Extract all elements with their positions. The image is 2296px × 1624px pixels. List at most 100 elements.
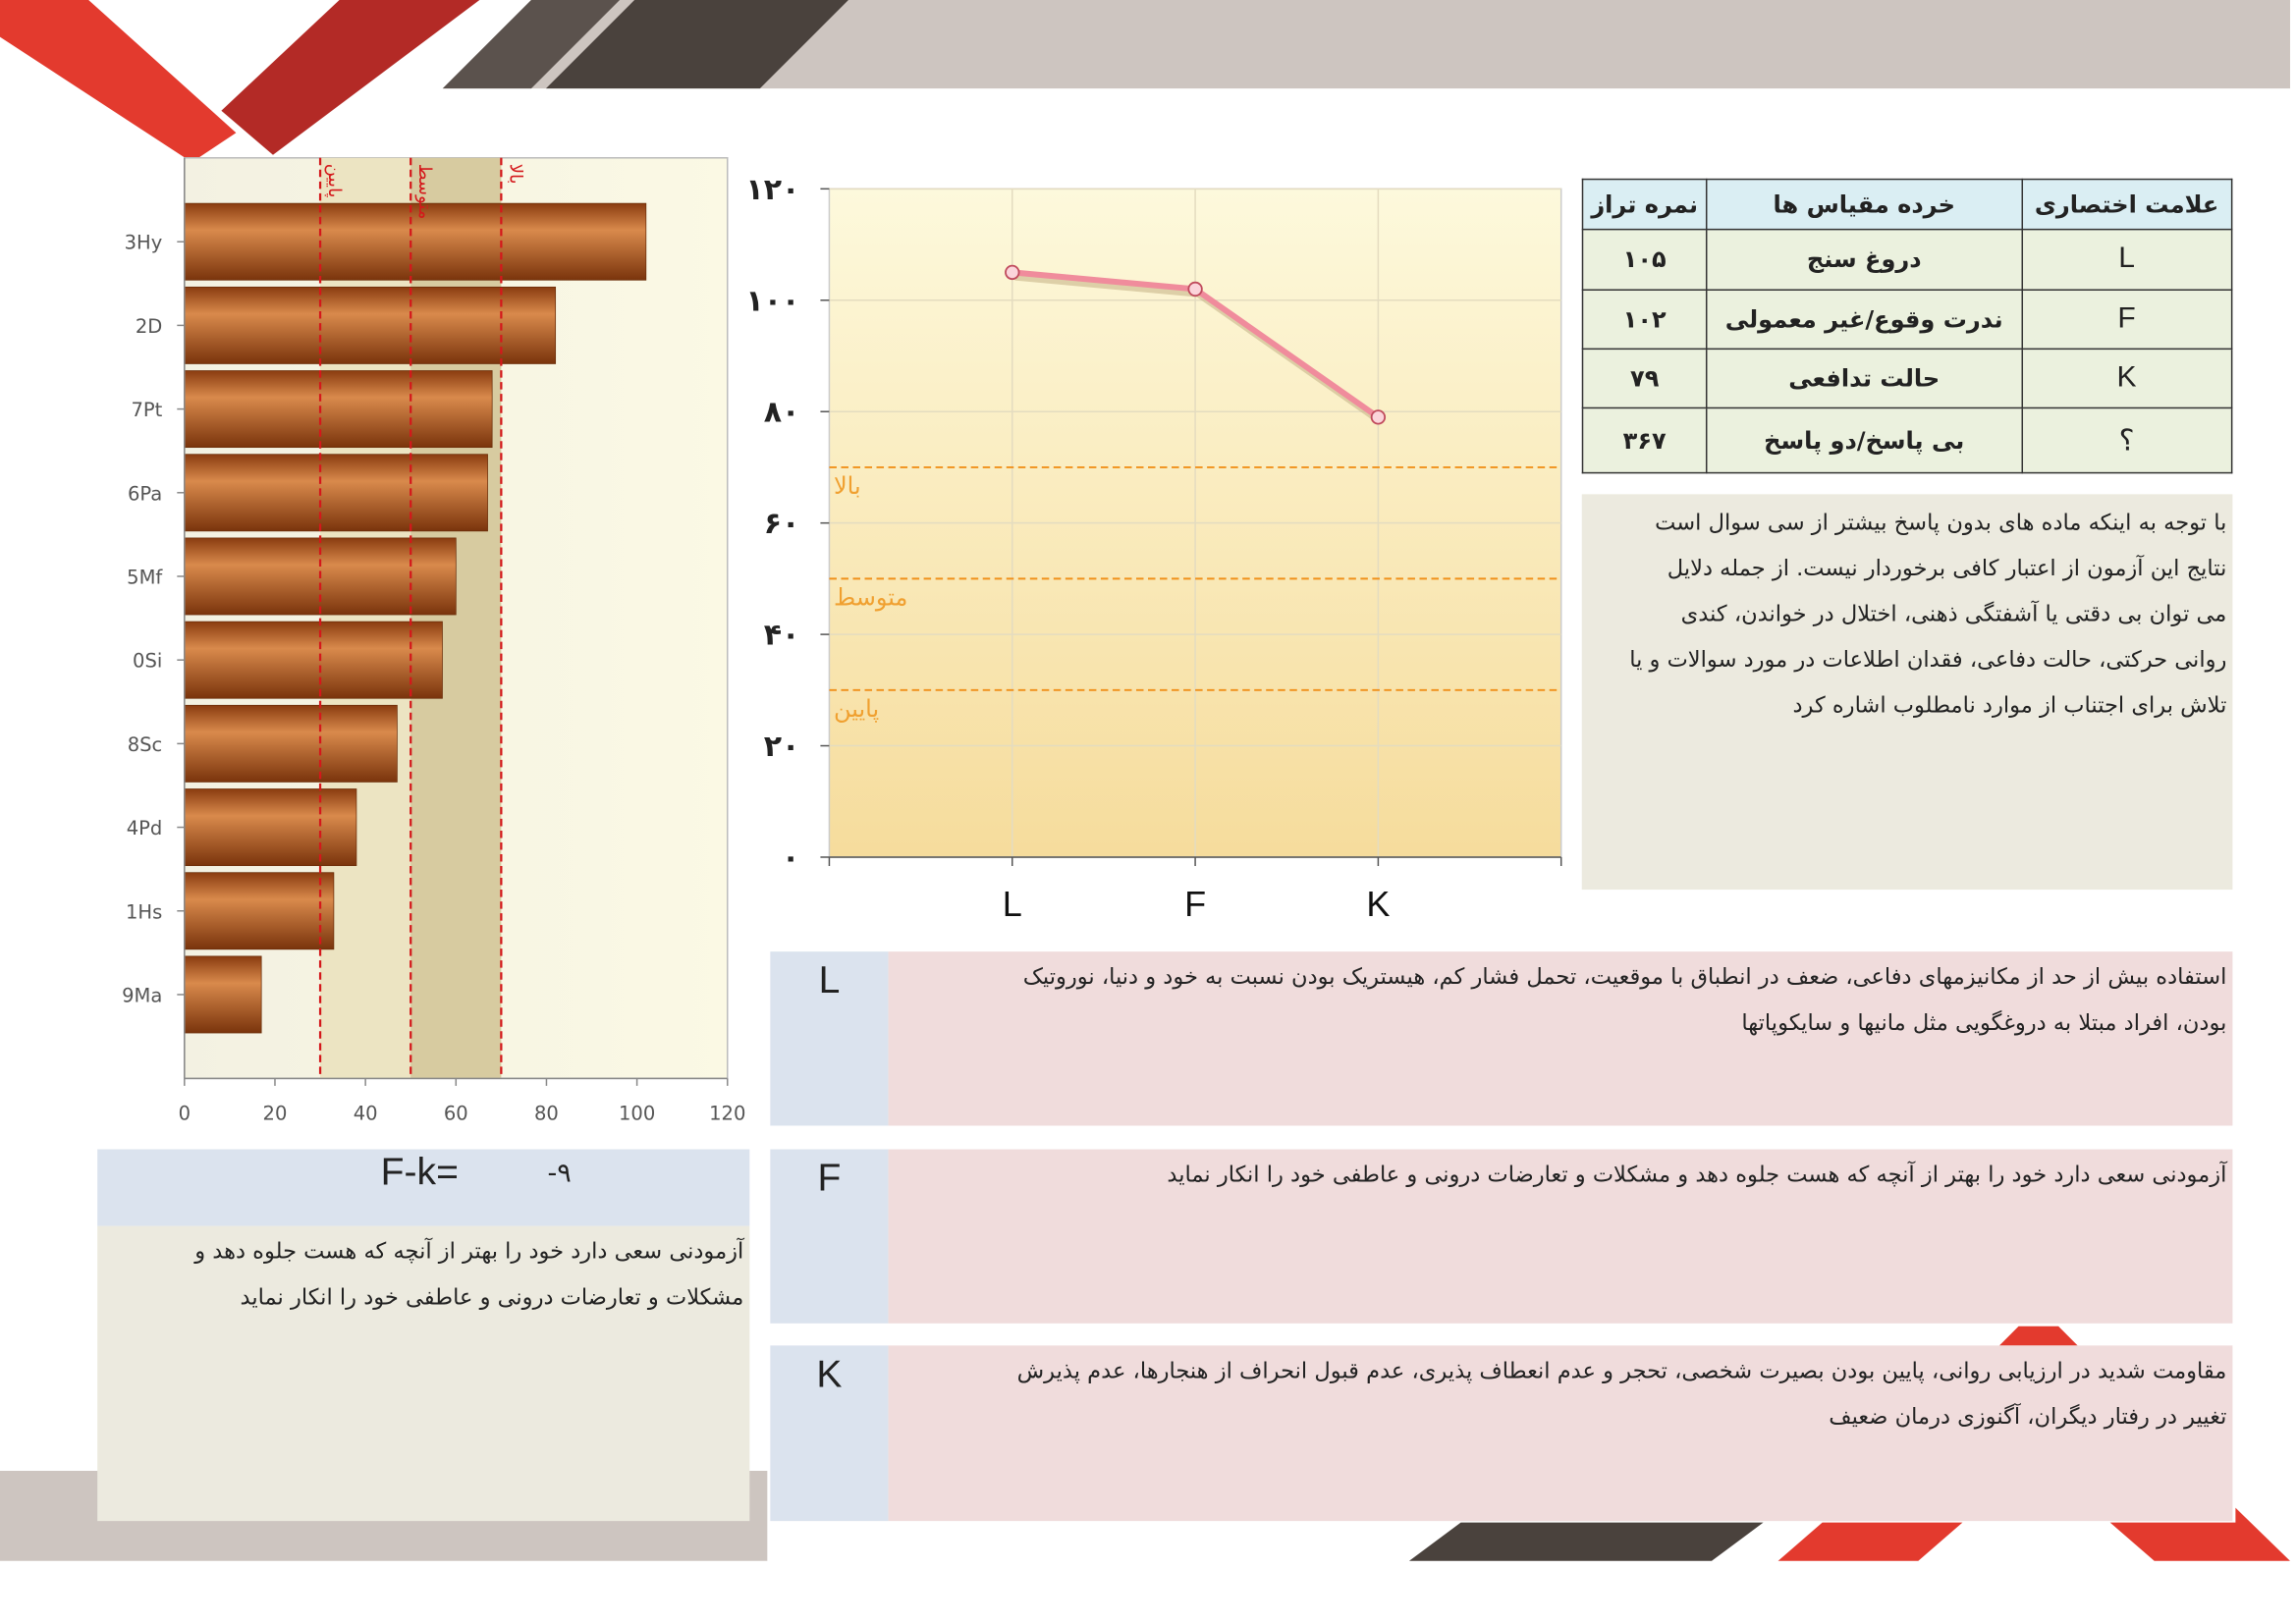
description-text: استفاده بیش از حد از مکانیزمهای دفاعی، ض… bbox=[888, 951, 2233, 1126]
bar bbox=[184, 202, 647, 281]
bar bbox=[184, 704, 398, 783]
y-tick-label: ۲۰ bbox=[764, 730, 800, 764]
table-row: K حالت تدافعی ۷۹ bbox=[1581, 348, 2233, 409]
y-tick-label: 5Mf bbox=[127, 566, 163, 588]
y-tick-label: 8Sc bbox=[128, 733, 163, 756]
stripe bbox=[1777, 1522, 1963, 1561]
cell: حالت تدافعی bbox=[1706, 348, 2023, 409]
description: K مقاومت شدید در ارزیابی روانی، پایین بود… bbox=[770, 1345, 2233, 1522]
bar bbox=[184, 621, 443, 699]
cell: L bbox=[2020, 229, 2233, 291]
line-chart: ۰ ۲۰ ۴۰ ۶۰ ۸۰ ۱۰۰ ۱۲۰ بالا متوسط پایین L F K bbox=[745, 173, 1562, 924]
x-tick-label: K bbox=[1366, 884, 1390, 924]
reference-label: متوسط bbox=[414, 164, 435, 220]
table-row: L دروغ سنج ۱۰۵ bbox=[1581, 229, 2233, 291]
bar bbox=[184, 370, 493, 449]
y-tick-label: ۱۰۰ bbox=[745, 284, 799, 318]
y-tick-label: 0Si bbox=[133, 650, 162, 673]
text-line: نتایج این آزمون از اعتبار کافی برخوردار … bbox=[1667, 554, 2227, 582]
y-tick-label: 1Hs bbox=[126, 900, 162, 923]
y-tick-label: ۱۲۰ bbox=[745, 173, 799, 207]
text-line: آزمودنی سعی دارد خود را بهتر از آنچه که … bbox=[1167, 1161, 2227, 1188]
x-tick-label: 0 bbox=[179, 1102, 191, 1124]
stripe bbox=[442, 0, 621, 89]
fk-text-box: آزمودنی سعی دارد خود را بهتر از آنچه که … bbox=[97, 1225, 750, 1522]
text-line: روانی حرکتی، حالت دفاعی، فقدان اطلاعات د… bbox=[1629, 646, 2227, 674]
cell: ۷۹ bbox=[1581, 348, 1708, 409]
fk-value: -۹ bbox=[547, 1158, 572, 1190]
header-band bbox=[442, 0, 2290, 89]
cell: ندرت وقوع/غیر معمولی bbox=[1706, 288, 2023, 351]
x-tick-label: 60 bbox=[444, 1102, 468, 1124]
text-line: مقاومت شدید در ارزیابی روانی، پایین بودن… bbox=[1016, 1357, 2227, 1384]
reference-label: بالا bbox=[505, 164, 525, 185]
description-text: مقاومت شدید در ارزیابی روانی، پایین بودن… bbox=[888, 1345, 2233, 1522]
text-line: استفاده بیش از حد از مکانیزمهای دفاعی، ض… bbox=[1022, 963, 2227, 991]
text-line: بودن، افراد مبتلا به دروغگویی مثل مانیها… bbox=[1741, 1008, 2227, 1036]
chevron bbox=[0, 0, 237, 163]
scale-letter: K bbox=[770, 1345, 889, 1522]
text-line: تغییر در رفتار دیگران، آگنوزی درمان ضعیف bbox=[1829, 1402, 2227, 1430]
table-row: ؟ بی پاسخ/دو پاسخ ۳۶۷ bbox=[1581, 407, 2233, 474]
y-tick-label: ۸۰ bbox=[764, 396, 800, 430]
cell: ؟ bbox=[2020, 407, 2233, 474]
cell: ۳۶۷ bbox=[1581, 407, 1708, 474]
reference-label: پایین bbox=[324, 164, 345, 198]
y-tick-label: ۶۰ bbox=[764, 507, 800, 541]
table-row: F ندرت وقوع/غیر معمولی ۱۰۲ bbox=[1581, 288, 2233, 351]
bar bbox=[184, 286, 557, 364]
stripe bbox=[2109, 1507, 2290, 1561]
y-tick-label: 4Pd bbox=[127, 817, 163, 839]
x-tick-label: 40 bbox=[354, 1102, 378, 1124]
cell: بی پاسخ/دو پاسخ bbox=[1706, 407, 2023, 474]
header-cell: نمره تراز bbox=[1581, 178, 1708, 231]
point bbox=[1005, 264, 1020, 281]
description-text: آزمودنی سعی دارد خود را بهتر از آنچه که … bbox=[888, 1149, 2233, 1324]
cell: دروغ سنج bbox=[1706, 229, 2023, 291]
text-line: با توجه به اینکه ماده های بدون پاسخ بیشت… bbox=[1655, 509, 2227, 536]
y-tick-label: 9Ma bbox=[122, 984, 162, 1006]
stripe bbox=[1408, 1522, 1764, 1561]
point bbox=[1370, 409, 1387, 425]
fk-header: F-k= -۹ bbox=[97, 1149, 750, 1226]
x-tick-label: 120 bbox=[709, 1102, 745, 1124]
point bbox=[1187, 281, 1203, 298]
text-line: آزمودنی سعی دارد خود را بهتر از آنچه که … bbox=[194, 1237, 744, 1265]
scale-letter: L bbox=[770, 951, 889, 1126]
reference-label: متوسط bbox=[834, 583, 908, 611]
text-line: می توان بی دقتی یا آشفتگی ذهنی، اختلال د… bbox=[1680, 600, 2227, 627]
reference-label: بالا bbox=[834, 472, 861, 500]
cell: ۱۰۵ bbox=[1581, 229, 1708, 291]
header-cell: خرده مقیاس ها bbox=[1706, 178, 2023, 231]
text-line: مشکلات و تعارضات درونی و عاطفی خود را ان… bbox=[240, 1283, 744, 1311]
reference-label: پایین bbox=[834, 695, 879, 723]
x-tick-label: F bbox=[1184, 884, 1206, 924]
note-box: با توجه به اینکه ماده های بدون پاسخ بیشت… bbox=[1581, 494, 2233, 891]
cell: F bbox=[2020, 288, 2233, 351]
bar bbox=[184, 872, 335, 950]
bar bbox=[184, 788, 357, 867]
y-tick-label: 2D bbox=[136, 315, 162, 338]
bar bbox=[184, 454, 488, 532]
y-tick-label: 3Hy bbox=[125, 232, 163, 254]
y-tick-label: 7Pt bbox=[131, 399, 162, 421]
y-tick-label: ۴۰ bbox=[764, 619, 800, 653]
scale-letter: F bbox=[770, 1149, 889, 1324]
header-cell: علامت اختصاری bbox=[2020, 178, 2233, 231]
x-tick-label: 100 bbox=[619, 1102, 655, 1124]
x-tick-label: 80 bbox=[534, 1102, 559, 1124]
description: L استفاده بیش از حد از مکانیزمهای دفاعی، … bbox=[770, 951, 2233, 1126]
bar-chart: 0 20 40 60 80 100 120 3Hy 2D 7Pt 6Pa 5Mf 0Si 8Sc 4Pd 1H… bbox=[122, 157, 745, 1124]
stripe bbox=[545, 0, 848, 89]
y-tick-label: 6Pa bbox=[128, 482, 162, 505]
bar bbox=[184, 955, 262, 1034]
stripe bbox=[1998, 1326, 2078, 1346]
x-tick-label: L bbox=[1003, 884, 1022, 924]
description: F آزمودنی سعی دارد خود را بهتر از آنچه که… bbox=[770, 1149, 2233, 1324]
text-line: تلاش برای اجتناب از موارد نامطلوب اشاره … bbox=[1792, 691, 2227, 719]
cell: K bbox=[2020, 348, 2233, 409]
